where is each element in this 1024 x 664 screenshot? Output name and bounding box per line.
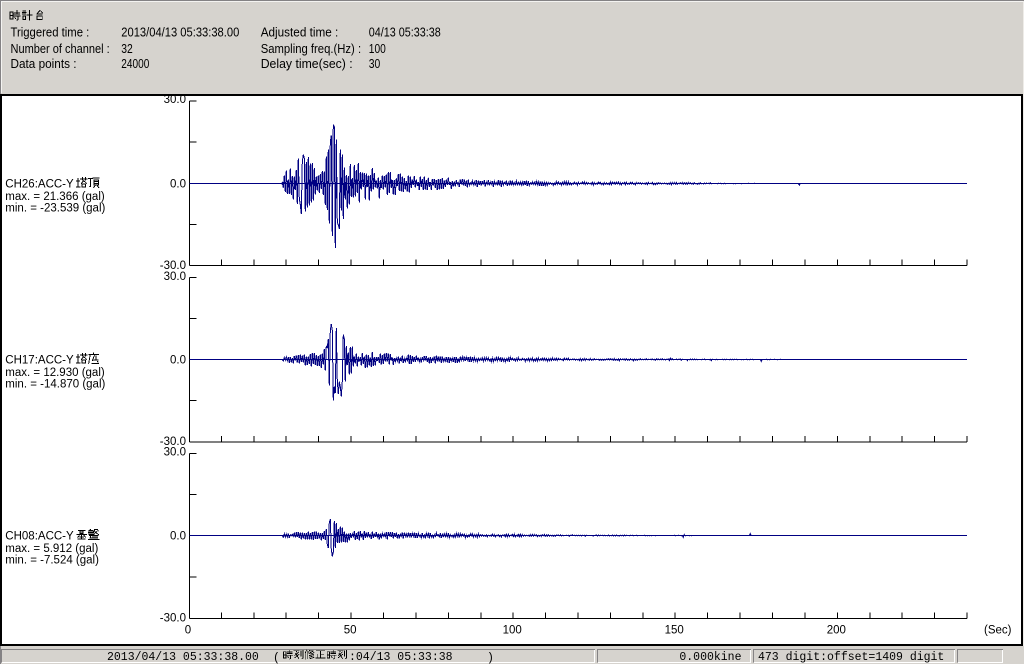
svg-text:CH17:ACC-Y: CH17:ACC-Y bbox=[5, 355, 74, 367]
svg-text:Adjusted time :: Adjusted time : bbox=[261, 26, 339, 40]
svg-text:max. = 12.930 (gal): max. = 12.930 (gal) bbox=[5, 367, 105, 379]
svg-text:CH08:ACC-Y: CH08:ACC-Y bbox=[5, 531, 74, 543]
svg-text:150: 150 bbox=[665, 625, 684, 637]
svg-text:2013/04/13 05:33:38.00: 2013/04/13 05:33:38.00 bbox=[121, 26, 239, 40]
svg-text:Number of channel :: Number of channel : bbox=[11, 42, 110, 56]
svg-text:Data points :: Data points : bbox=[11, 57, 77, 71]
svg-text:min. = -7.524 (gal): min. = -7.524 (gal) bbox=[5, 555, 99, 567]
svg-text:0: 0 bbox=[185, 625, 191, 637]
svg-text:0.0: 0.0 bbox=[170, 530, 186, 542]
svg-text:CH26:ACC-Y: CH26:ACC-Y bbox=[5, 179, 74, 191]
svg-text:-30.0: -30.0 bbox=[160, 613, 186, 625]
svg-text:100: 100 bbox=[369, 42, 386, 56]
svg-text:-30.0: -30.0 bbox=[160, 436, 186, 448]
svg-text:Triggered time :: Triggered time : bbox=[11, 26, 90, 40]
svg-text:0.000kine: 0.000kine bbox=[679, 651, 741, 664]
svg-text:30: 30 bbox=[369, 57, 381, 71]
svg-text:(Sec): (Sec) bbox=[984, 625, 1012, 637]
svg-text::04/13 05:33:38: :04/13 05:33:38 bbox=[349, 651, 453, 664]
svg-text:32: 32 bbox=[121, 42, 133, 56]
svg-text:0.0: 0.0 bbox=[170, 354, 186, 366]
svg-text:04/13 05:33:38: 04/13 05:33:38 bbox=[369, 26, 441, 40]
svg-text:max. = 21.366 (gal): max. = 21.366 (gal) bbox=[5, 191, 105, 203]
svg-text:30.0: 30.0 bbox=[164, 271, 186, 283]
svg-text:min. = -23.539 (gal): min. = -23.539 (gal) bbox=[5, 203, 105, 215]
svg-text:200: 200 bbox=[827, 625, 846, 637]
svg-text:Sampling freq.(Hz) :: Sampling freq.(Hz) : bbox=[261, 42, 361, 56]
svg-text:50: 50 bbox=[344, 625, 357, 637]
svg-text:min. = -14.870 (gal): min. = -14.870 (gal) bbox=[5, 379, 105, 391]
svg-text:30.0: 30.0 bbox=[164, 94, 186, 106]
svg-text:Delay time(sec) :: Delay time(sec) : bbox=[261, 57, 353, 71]
svg-text:2013/04/13 05:33:38.00: 2013/04/13 05:33:38.00 bbox=[107, 651, 259, 664]
svg-text:24000: 24000 bbox=[121, 57, 149, 71]
svg-text:max. = 5.912 (gal): max. = 5.912 (gal) bbox=[5, 543, 98, 555]
svg-text:-30.0: -30.0 bbox=[160, 260, 186, 272]
svg-text:100: 100 bbox=[503, 625, 522, 637]
svg-text:30.0: 30.0 bbox=[164, 447, 186, 459]
svg-text:(: ( bbox=[273, 652, 280, 664]
svg-text:): ) bbox=[487, 652, 494, 664]
svg-text:0.0: 0.0 bbox=[170, 178, 186, 190]
svg-text:473 digit:offset=1409 digit: 473 digit:offset=1409 digit bbox=[758, 651, 944, 664]
